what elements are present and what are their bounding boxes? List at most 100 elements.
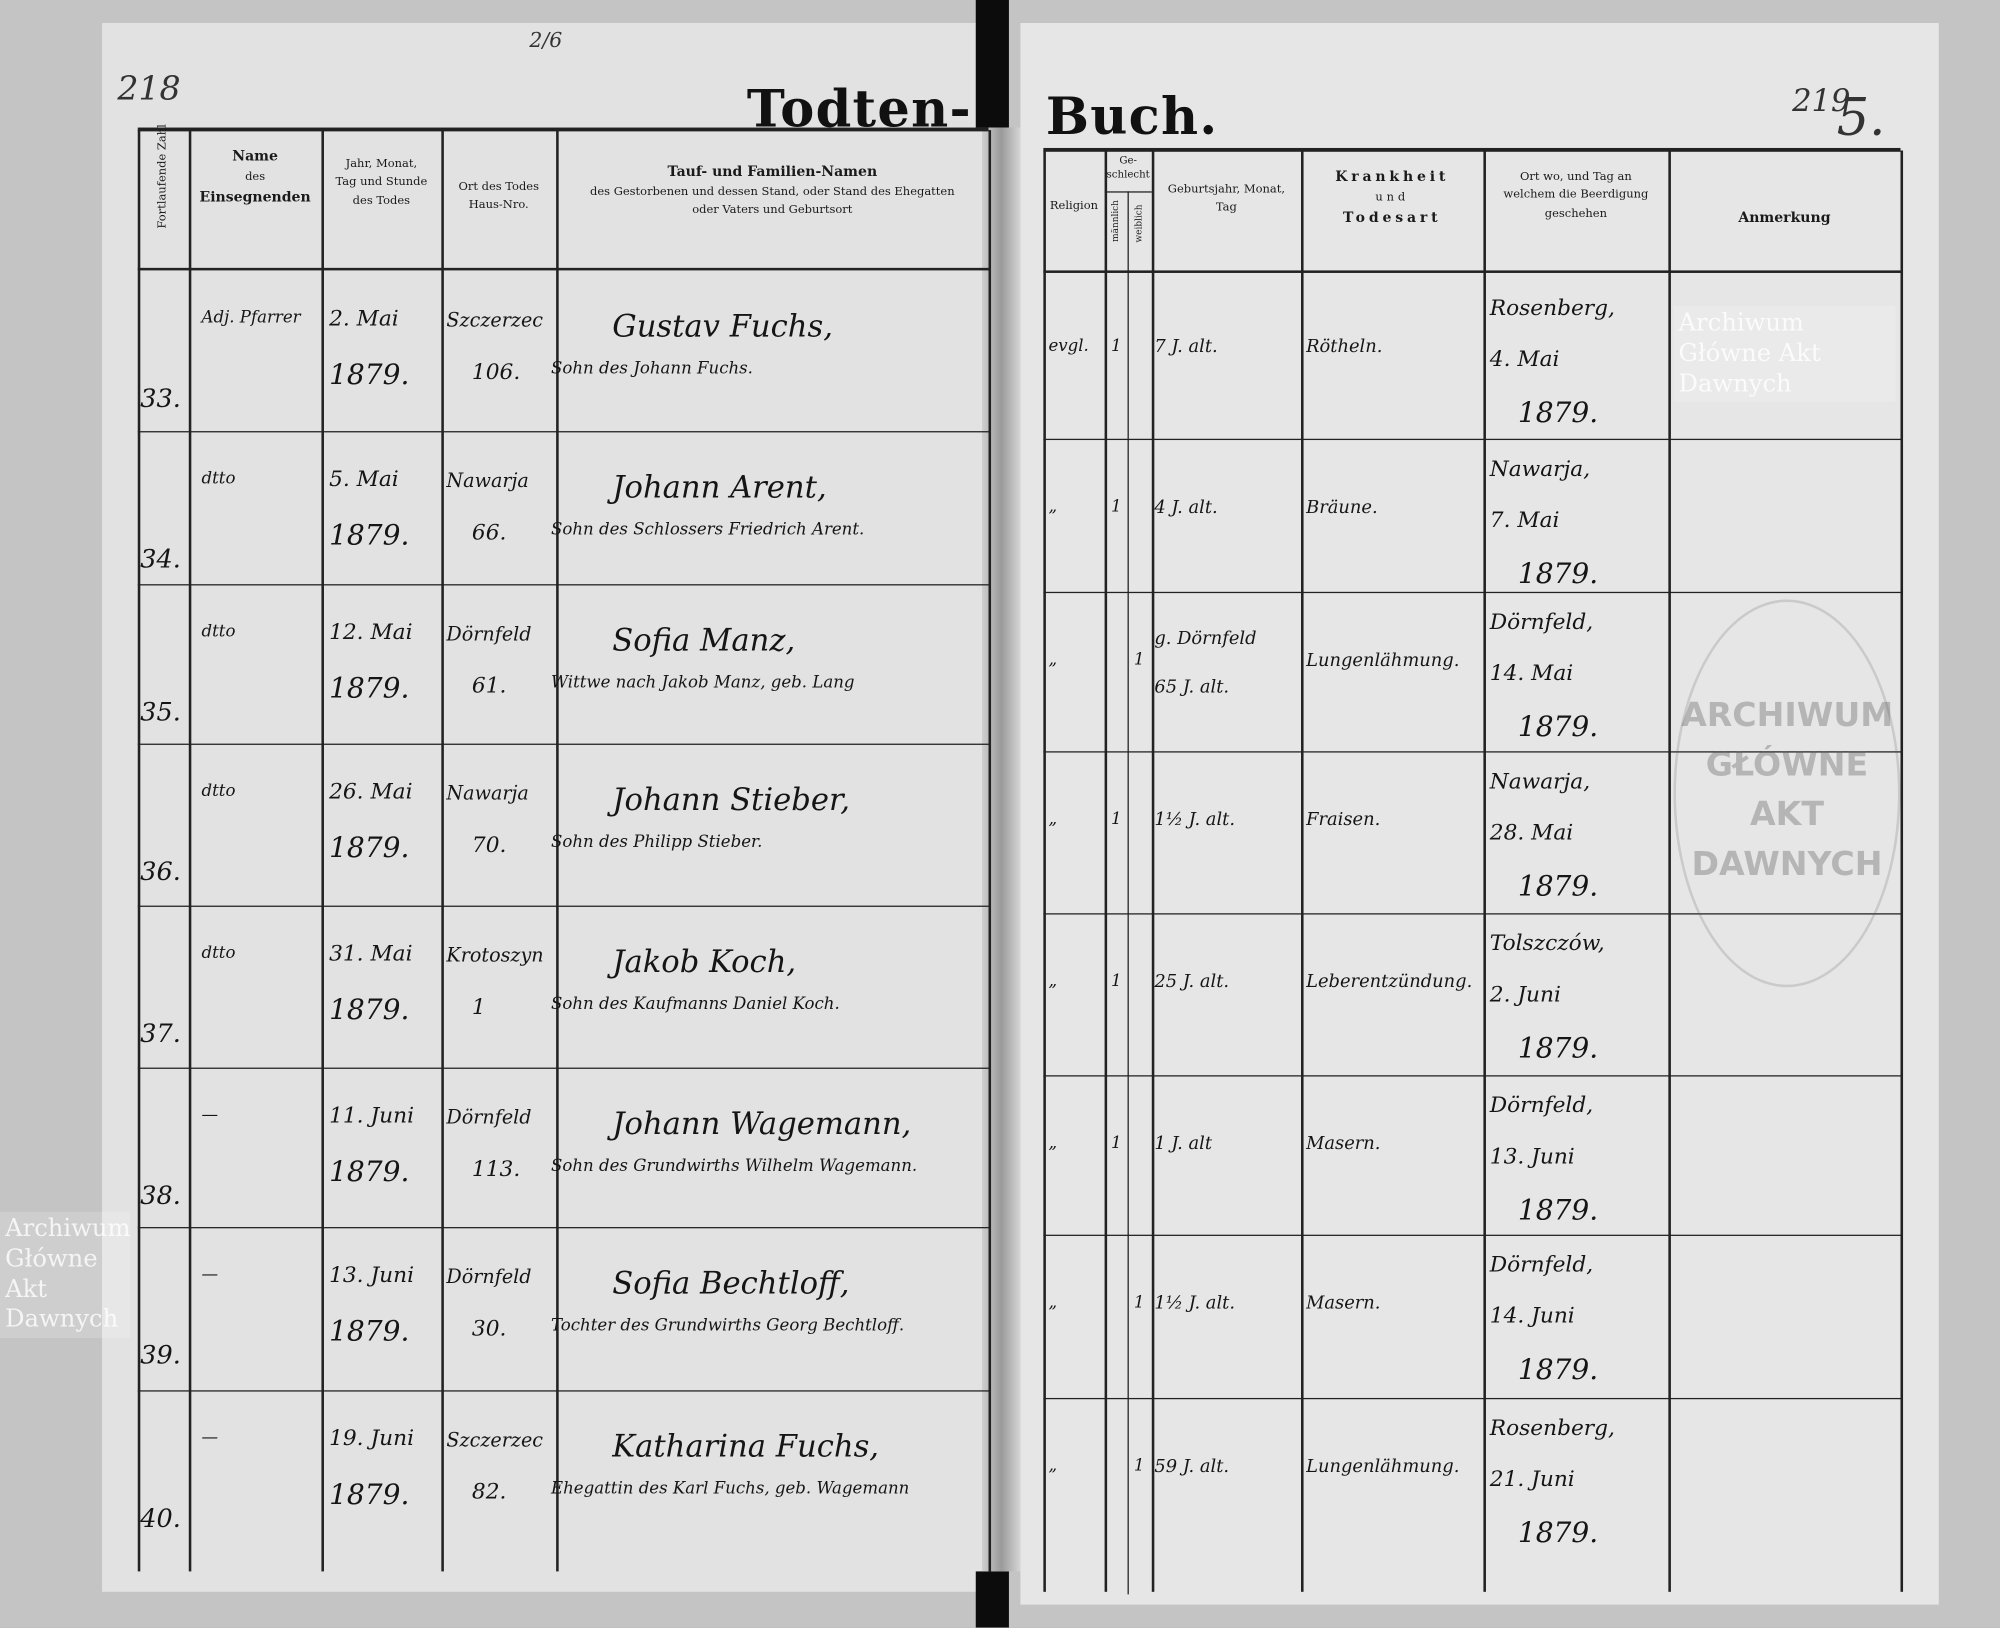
religion: „ (1048, 971, 1058, 992)
header-remarks: Anmerkung (1668, 207, 1900, 229)
t: und (1375, 190, 1410, 204)
deceased-description: Ehegattin des Karl Fuchs, geb. Wagemann (551, 1479, 910, 1499)
archive-stamp: ARCHIWUM GŁÓWNE AKT DAWNYCH (1673, 599, 1901, 988)
officiant: — (201, 1105, 219, 1125)
row-rule (1043, 1075, 1901, 1077)
male-mark: 1 (1110, 809, 1122, 830)
house-number: 61. (471, 673, 507, 699)
t: des Todes (352, 194, 411, 208)
burial-line: 14. Mai (1489, 660, 1574, 687)
column-rule (137, 130, 140, 1572)
house-number: 113. (471, 1156, 521, 1183)
deceased-name: Katharina Fuchs, (612, 1428, 880, 1465)
officiant: dtto (201, 469, 236, 489)
female-mark: 1 (1133, 650, 1145, 670)
header-female: weiblich (1128, 204, 1152, 242)
death-date: 31. Mai (329, 941, 413, 967)
t: männlich (1110, 200, 1121, 242)
deceased-description: Sohn des Johann Fuchs. (551, 359, 753, 379)
burial-line: 21. Juni (1489, 1466, 1575, 1493)
religion: „ (1048, 1456, 1058, 1476)
illness: Masern. (1306, 1133, 1381, 1155)
death-place: Szczerzec (446, 308, 544, 332)
center-note: 2/6 (529, 28, 563, 53)
house-number: 66. (471, 520, 507, 546)
header-bottom-rule (1043, 270, 1901, 273)
age: 4 J. alt. (1154, 497, 1218, 518)
male-mark: 1 (1110, 336, 1122, 356)
death-date: 26. Mai (329, 779, 413, 805)
religion: „ (1048, 809, 1058, 830)
officiant: dtto (201, 622, 236, 642)
illness: Lungenlähmung. (1306, 650, 1460, 671)
burial-line: Dörnfeld, (1489, 609, 1594, 636)
deceased-description: Sohn des Schlossers Friedrich Arent. (551, 520, 865, 540)
top-rule (137, 127, 989, 131)
burial-line: 28. Mai (1489, 820, 1574, 846)
t: Ort wo, und Tag an (1519, 170, 1632, 184)
header-number: Fortlaufende Zahl (135, 124, 191, 228)
header-family: Tauf- und Familien-Namen des Gestorbenen … (556, 161, 988, 220)
header-name: Name des Einsegnenden (189, 145, 322, 208)
deceased-name: Sofia Bechtloff, (612, 1265, 850, 1302)
burial-line: 4. Mai (1489, 346, 1560, 373)
age: 59 J. alt. (1154, 1456, 1230, 1478)
death-year: 1879. (329, 1316, 410, 1349)
row-rule (1043, 438, 1901, 441)
t: des (245, 170, 266, 184)
t: des Gestorbenen und dessen Stand, oder S… (590, 185, 955, 199)
burial-line: 1879. (1517, 558, 1599, 591)
burial-line: Dörnfeld, (1489, 1252, 1594, 1279)
row-rule (1043, 1234, 1901, 1236)
t: Ge- (1119, 154, 1137, 166)
t: Anmerkung (1738, 209, 1831, 226)
age: 1 J. alt (1154, 1133, 1213, 1155)
death-place: Nawarja (446, 469, 529, 493)
deceased-name: Gustav Fuchs, (612, 308, 833, 345)
death-place: Szczerzec (446, 1428, 544, 1452)
death-year: 1879. (329, 832, 410, 865)
burial-line: Nawarja, (1489, 769, 1591, 795)
age: g. Dörnfeld (1154, 628, 1257, 650)
t: Einsegnenden (199, 188, 311, 206)
deceased-description: Sohn des Kaufmanns Daniel Koch. (551, 994, 840, 1015)
death-date: 19. Juni (329, 1426, 415, 1452)
illness: Lungenlähmung. (1306, 1456, 1460, 1478)
gutter (982, 127, 1021, 1572)
entry-number: 37. (140, 1017, 181, 1049)
title-right: Buch. (1045, 86, 1219, 147)
burial-line: Rosenberg, (1489, 295, 1615, 322)
burial-line: 14. Juni (1489, 1303, 1575, 1330)
deceased-description: Sohn des Grundwirths Wilhelm Wagemann. (551, 1156, 918, 1177)
column-rule (1043, 150, 1046, 1592)
death-year: 1879. (329, 673, 410, 706)
t: weiblich (1133, 204, 1145, 243)
right-folio: 219 (1792, 82, 1851, 119)
illness: Leberentzündung. (1306, 971, 1473, 993)
death-place: Dörnfeld (446, 1265, 532, 1289)
death-year: 1879. (329, 520, 410, 553)
age: 25 J. alt. (1154, 971, 1230, 993)
column-rule (188, 130, 191, 1572)
stamp-text: ARCHIWUM GŁÓWNE AKT DAWNYCH (1681, 696, 1894, 884)
entry-number: 35. (140, 696, 181, 728)
t: Geburtsjahr, Monat, (1167, 183, 1285, 197)
row-rule (1043, 751, 1901, 753)
death-place: Dörnfeld (446, 622, 532, 646)
column-rule (988, 130, 991, 1572)
column-rule (1151, 150, 1154, 1592)
burial-line: 1879. (1517, 711, 1599, 744)
illness: Bräune. (1306, 497, 1378, 518)
deceased-description: Tochter des Grundwirths Georg Bechtloff. (551, 1316, 905, 1336)
row-rule (1043, 591, 1901, 594)
burial-line: 1879. (1517, 397, 1599, 430)
t: welchem die Beerdigung (1503, 189, 1649, 203)
deceased-name: Johann Stieber, (612, 781, 850, 818)
header-number-text: Fortlaufende Zahl (156, 124, 170, 229)
header-date: Jahr, Monat, Tag und Stunde des Todes (321, 156, 441, 211)
religion: „ (1048, 1133, 1058, 1154)
left-page (102, 22, 983, 1592)
column-rule (441, 130, 444, 1572)
age: 1½ J. alt. (1154, 809, 1236, 831)
